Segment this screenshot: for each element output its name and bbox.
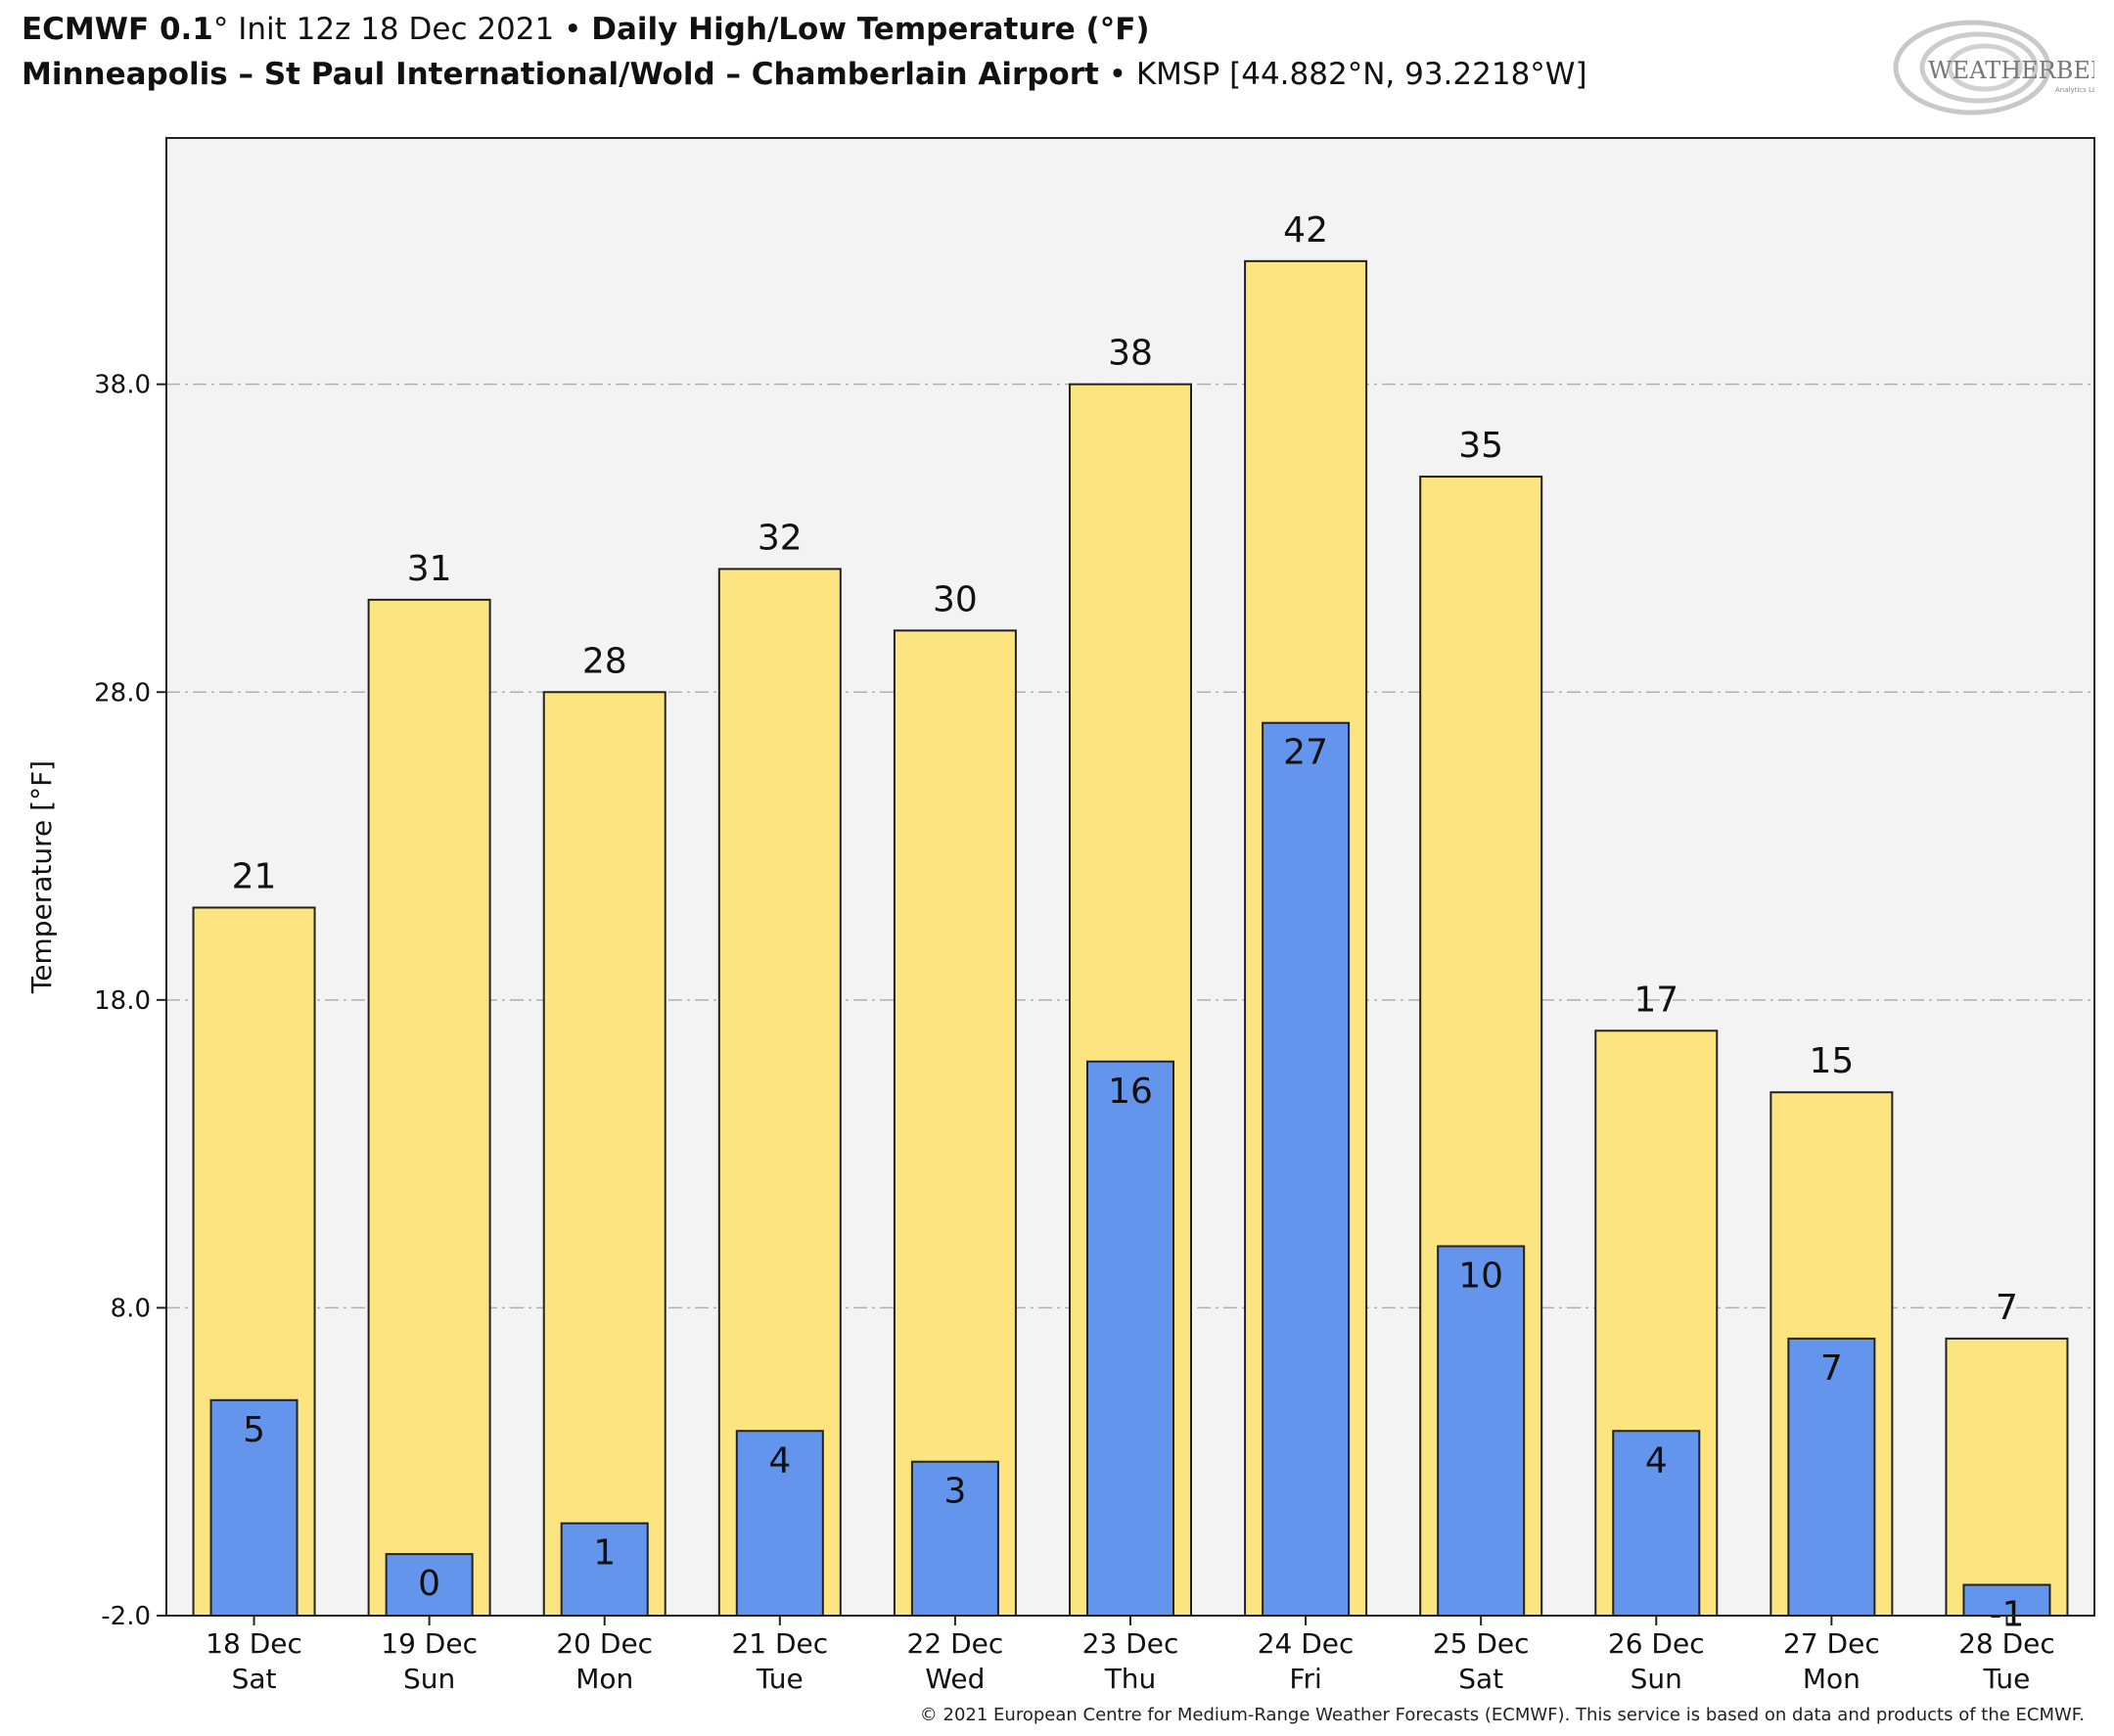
low-bar: [1437, 1245, 1526, 1617]
high-value-label: 28: [582, 641, 627, 681]
low-bar: [1612, 1430, 1701, 1617]
low-value-label: 0: [418, 1564, 440, 1604]
x-tick-label-day: Sat: [1458, 1663, 1503, 1695]
x-tick-label-day: Mon: [575, 1663, 633, 1695]
low-value-label: 3: [943, 1472, 966, 1512]
x-tick-label-date: 23 Dec: [1082, 1627, 1179, 1660]
x-tick-label-day: Tue: [1983, 1663, 2031, 1695]
high-value-label: 32: [758, 518, 803, 558]
copyright-footer: © 2021 European Centre for Medium-Range …: [919, 1705, 2085, 1725]
x-tick-label-day: Fri: [1289, 1663, 1321, 1695]
x-tick-label-day: Mon: [1803, 1663, 1861, 1695]
high-bar: [367, 598, 491, 1617]
x-tick-label-day: Sun: [403, 1663, 455, 1695]
high-value-label: 42: [1283, 210, 1328, 251]
y-tick-label: 18.0: [94, 986, 151, 1016]
x-tick-label-day: Sat: [232, 1663, 277, 1695]
low-bar: [1962, 1583, 2051, 1617]
high-value-label: 31: [407, 549, 452, 589]
separator: •: [554, 12, 592, 47]
x-tick-label-date: 21 Dec: [731, 1627, 828, 1660]
y-axis-label: Temperature [°F]: [25, 760, 58, 994]
weatherbell-logo: WEATHERBELL Analytics LLC: [1893, 20, 2094, 115]
low-bar: [385, 1553, 474, 1618]
x-tick-label-date: 28 Dec: [1958, 1627, 2055, 1660]
low-value-label: 10: [1458, 1256, 1503, 1297]
low-value-label: 7: [1820, 1348, 1843, 1389]
x-tick-label-day: Thu: [1104, 1663, 1157, 1695]
x-tick-label-date: 24 Dec: [1258, 1627, 1355, 1660]
x-tick-label-date: 26 Dec: [1608, 1627, 1705, 1660]
low-value-label: 5: [243, 1410, 265, 1450]
location-name: Minneapolis – St Paul International/Wold…: [22, 57, 1099, 92]
station-info: KMSP [44.882°N, 93.2218°W]: [1135, 57, 1587, 92]
high-bar: [893, 629, 1017, 1617]
low-value-label: 4: [1645, 1440, 1668, 1481]
high-value-label: 30: [933, 579, 978, 619]
low-value-label: 4: [768, 1440, 791, 1481]
init-time: ° Init 12z 18 Dec 2021: [212, 12, 555, 47]
x-tick-label-date: 25 Dec: [1433, 1627, 1530, 1660]
y-tick-label: 8.0: [111, 1294, 151, 1323]
logo-text: WEATHERBELL: [1928, 57, 2094, 84]
chart-title-line-1: ECMWF 0.1° Init 12z 18 Dec 2021 • Daily …: [22, 12, 1150, 47]
high-bar: [542, 691, 666, 1617]
separator-2: •: [1098, 57, 1136, 92]
logo-subtext: Analytics LLC: [2055, 86, 2094, 94]
x-tick-label-date: 20 Dec: [556, 1627, 653, 1660]
y-tick-label: 38.0: [94, 371, 151, 400]
low-bar: [209, 1398, 299, 1617]
chart-title-line-2: Minneapolis – St Paul International/Wold…: [22, 57, 1587, 92]
low-bar: [1086, 1060, 1174, 1617]
low-bar: [910, 1460, 999, 1618]
low-value-label: 16: [1108, 1072, 1153, 1112]
model-name: ECMWF 0.1: [22, 12, 213, 47]
high-value-label: 17: [1633, 980, 1678, 1020]
low-value-label: 27: [1283, 733, 1328, 773]
x-tick-label-date: 22 Dec: [907, 1627, 1004, 1660]
low-bar: [735, 1430, 824, 1617]
low-bar: [1262, 721, 1351, 1617]
x-tick-label-date: 19 Dec: [381, 1627, 478, 1660]
low-value-label: 1: [593, 1533, 616, 1574]
product-name: Daily High/Low Temperature (°F): [591, 12, 1150, 47]
x-tick-label-date: 18 Dec: [206, 1627, 302, 1660]
low-bar: [560, 1522, 649, 1617]
high-value-label: 7: [1996, 1288, 2018, 1328]
high-value-label: 21: [232, 856, 277, 896]
x-tick-label-day: Wed: [925, 1663, 985, 1695]
high-value-label: 38: [1108, 334, 1153, 374]
x-tick-label-day: Tue: [756, 1663, 804, 1695]
high-value-label: 35: [1458, 426, 1503, 466]
x-tick-label-day: Sun: [1631, 1663, 1682, 1695]
low-bar: [1787, 1337, 1876, 1617]
x-tick-label-date: 27 Dec: [1783, 1627, 1880, 1660]
high-value-label: 15: [1809, 1041, 1854, 1081]
y-tick-label: 28.0: [94, 678, 151, 708]
y-tick-label: -2.0: [101, 1602, 151, 1631]
high-bar: [1945, 1337, 2069, 1617]
y-axis: -2.0 8.0 18.0 28.0 38.0: [94, 371, 166, 1631]
